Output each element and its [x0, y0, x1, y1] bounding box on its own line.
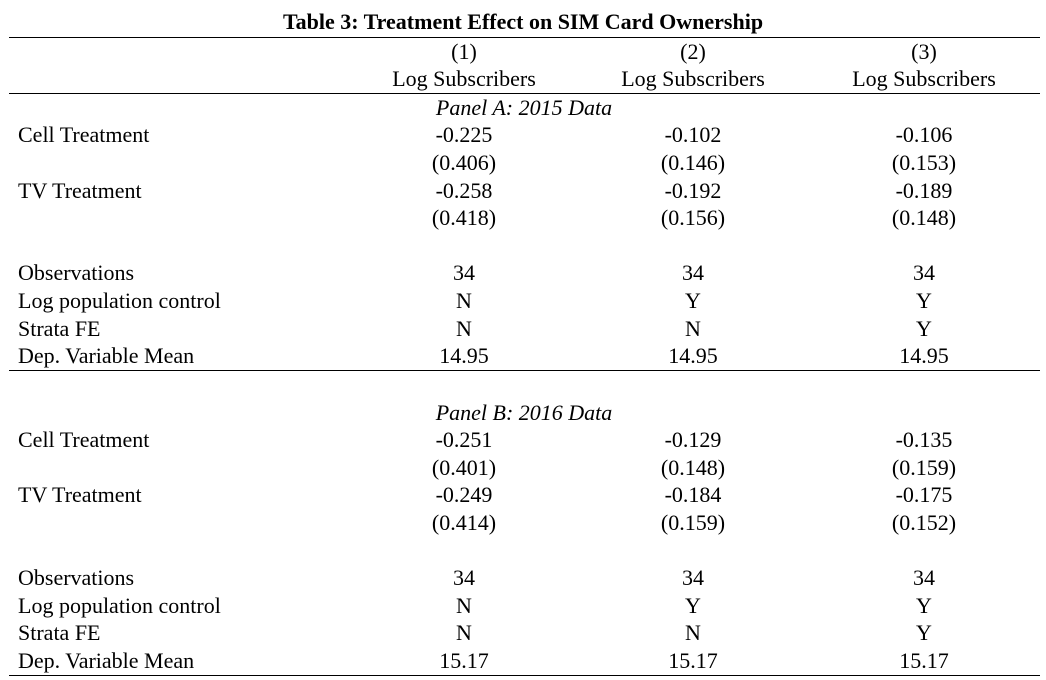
- table-cell: 34: [913, 260, 935, 285]
- table-cell: 15.17: [439, 648, 489, 673]
- row-label: Strata FE: [18, 620, 101, 645]
- table-cell: 34: [913, 565, 935, 590]
- table-cell: Y: [916, 593, 932, 618]
- table-cell: 14.95: [668, 343, 718, 368]
- table-cell: N: [456, 316, 472, 341]
- table-cell: -0.175: [895, 482, 953, 507]
- table-cell: 34: [453, 260, 475, 285]
- column-number-1: (1): [451, 39, 477, 64]
- panel-b-title: Panel B: 2016 Data: [435, 400, 613, 425]
- table-cell: N: [456, 288, 472, 313]
- row-label: Log population control: [18, 288, 221, 313]
- table-cell: (0.152): [891, 510, 957, 535]
- table-cell: Y: [916, 620, 932, 645]
- table-cell: -0.106: [895, 122, 953, 147]
- column-label-1: Log Subscribers: [392, 66, 536, 91]
- table-cell: (0.148): [891, 205, 957, 230]
- row-label: Observations: [18, 260, 135, 285]
- table-cell: 15.17: [899, 648, 949, 673]
- table-cell: (0.401): [431, 455, 497, 480]
- table-title: Table 3: Treatment Effect on SIM Card Ow…: [282, 9, 764, 34]
- table-cell: (0.159): [891, 455, 957, 480]
- table-cell: Y: [916, 288, 932, 313]
- column-number-2: (2): [680, 39, 706, 64]
- table-cell: 14.95: [439, 343, 489, 368]
- table-cell: (0.153): [891, 150, 957, 175]
- row-label: Cell Treatment: [18, 122, 150, 147]
- row-label: Dep. Variable Mean: [18, 648, 195, 673]
- table-cell: -0.189: [895, 178, 953, 203]
- row-label: TV Treatment: [18, 178, 142, 203]
- table-cell: N: [685, 620, 701, 645]
- table-cell: 34: [682, 565, 704, 590]
- panel-a-title: Panel A: 2015 Data: [435, 95, 613, 120]
- table-cell: (0.406): [431, 150, 497, 175]
- table-cell: -0.251: [435, 427, 493, 452]
- table-cell: 14.95: [899, 343, 949, 368]
- top-rule: [9, 37, 1040, 38]
- table-cell: (0.146): [660, 150, 726, 175]
- table-cell: 34: [682, 260, 704, 285]
- column-label-2: Log Subscribers: [621, 66, 765, 91]
- table-cell: (0.414): [431, 510, 497, 535]
- row-label: Dep. Variable Mean: [18, 343, 195, 368]
- table-cell: -0.129: [664, 427, 722, 452]
- table-cell: Y: [685, 288, 701, 313]
- table-cell: N: [685, 316, 701, 341]
- table-cell: -0.225: [435, 122, 493, 147]
- table-cell: -0.192: [664, 178, 722, 203]
- table-cell: (0.148): [660, 455, 726, 480]
- table-cell: Y: [685, 593, 701, 618]
- table-cell: -0.249: [435, 482, 493, 507]
- table-cell: (0.418): [431, 205, 497, 230]
- row-label: TV Treatment: [18, 482, 142, 507]
- table-cell: Y: [916, 316, 932, 341]
- column-number-3: (3): [911, 39, 937, 64]
- table-cell: 34: [453, 565, 475, 590]
- table-cell: -0.184: [664, 482, 722, 507]
- table-cell: -0.258: [435, 178, 493, 203]
- bottom-rule: [9, 675, 1040, 676]
- header-rule: [9, 93, 1040, 94]
- table-cell: -0.102: [664, 122, 722, 147]
- table-cell: 15.17: [668, 648, 718, 673]
- table-cell: (0.159): [660, 510, 726, 535]
- table-cell: N: [456, 593, 472, 618]
- row-label: Log population control: [18, 593, 221, 618]
- panel-a-rule: [9, 370, 1040, 371]
- table-cell: -0.135: [895, 427, 953, 452]
- row-label: Strata FE: [18, 316, 101, 341]
- table-cell: (0.156): [660, 205, 726, 230]
- row-label: Cell Treatment: [18, 427, 150, 452]
- column-label-3: Log Subscribers: [852, 66, 996, 91]
- table-cell: N: [456, 620, 472, 645]
- row-label: Observations: [18, 565, 135, 590]
